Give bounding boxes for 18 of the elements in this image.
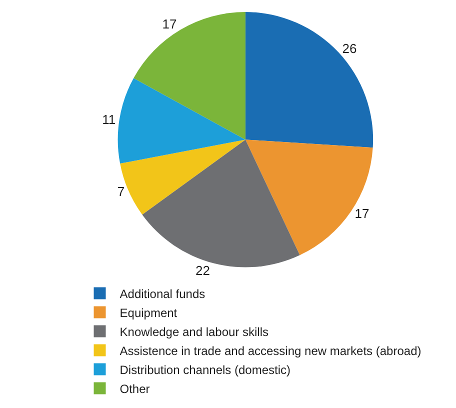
data-label: 17 — [162, 16, 177, 32]
data-label: 11 — [102, 112, 116, 127]
legend-label: Equipment — [120, 306, 178, 320]
data-label: 26 — [342, 41, 357, 56]
legend-label: Additional funds — [120, 286, 206, 301]
legend-label: Assistence in trade and accessing new markets (abroad) — [120, 344, 422, 358]
data-label: 7 — [117, 184, 125, 200]
pie-slice — [118, 78, 246, 164]
pie-slice — [245, 12, 373, 148]
legend-label: Distribution channels (domestic) — [120, 362, 291, 377]
legend-label: Knowledge and labour skills — [120, 324, 269, 339]
data-label: 22 — [195, 262, 210, 278]
data-label: 17 — [354, 206, 370, 222]
pie-slice — [142, 140, 300, 268]
pie-slice — [245, 140, 373, 256]
pie-slice — [120, 140, 246, 215]
pie-slice — [134, 12, 246, 140]
legend-label: Other — [120, 382, 150, 396]
